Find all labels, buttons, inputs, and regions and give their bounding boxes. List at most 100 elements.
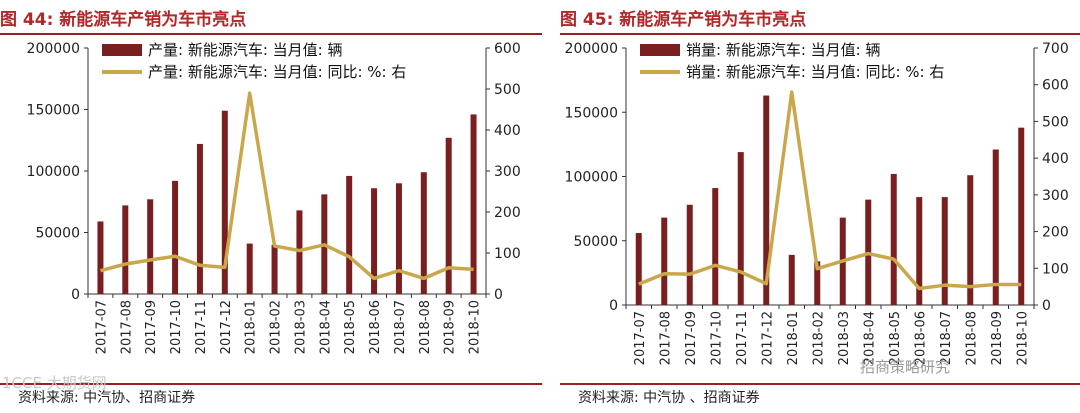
- chart-panel-44: 图 44: 新能源车产销为车市亮点 0 50000 100000 150000 2000…: [0, 10, 542, 406]
- x-tick-label: 2018-02: [269, 300, 284, 354]
- bar: [916, 197, 923, 305]
- y-right-tick-label: 100: [1042, 261, 1069, 277]
- watermark-text: 招商策略研究: [860, 358, 951, 376]
- bar: [470, 114, 477, 294]
- source-note: 资料来源: 中汽协、招商证券: [18, 390, 196, 406]
- y-right-tick-label: 500: [494, 82, 521, 98]
- x-tick-label: 2017-10: [709, 311, 724, 365]
- top-rule: [560, 33, 1080, 35]
- y-left-tick-label: 0: [609, 298, 618, 314]
- bar: [122, 205, 129, 294]
- x-tick-label: 2018-03: [293, 300, 308, 354]
- bar: [967, 175, 974, 305]
- y-left-tick-label: 150000: [565, 105, 618, 121]
- y-left-tick-label: 50000: [35, 226, 80, 242]
- y-left-tick-label: 100000: [27, 164, 80, 180]
- bar: [271, 244, 278, 294]
- y-left-tick-label: 200000: [27, 41, 80, 57]
- bar: [814, 261, 821, 305]
- bar: [992, 149, 999, 305]
- legend-label: 产量: 新能源汽车: 当月值: 同比: %: 右: [148, 63, 406, 81]
- x-tick-label: 2017-08: [119, 300, 134, 354]
- y-right-tick-label: 100: [494, 246, 521, 262]
- x-tick-label: 2017-07: [94, 300, 109, 354]
- x-tick-label: 2018-03: [837, 311, 852, 365]
- y-right-tick-label: 400: [494, 123, 521, 139]
- y-right-tick-label: 300: [1042, 188, 1069, 204]
- x-tick-label: 2017-10: [169, 300, 184, 354]
- bar: [196, 143, 203, 294]
- y-left-tick-label: 0: [71, 287, 80, 303]
- bottom-rule: [0, 383, 542, 385]
- bar: [686, 204, 693, 305]
- bar: [635, 233, 642, 305]
- bar: [221, 110, 228, 294]
- x-tick-label: 2018-10: [468, 300, 483, 354]
- y-right-tick-label: 600: [494, 41, 521, 57]
- chart-panel-45: 图 45: 新能源车产销为车市亮点 0 50000 100000 150000 2000…: [560, 0, 1080, 413]
- bar: [1018, 127, 1025, 305]
- x-tick-label: 2017-12: [219, 300, 234, 354]
- bar: [97, 221, 104, 294]
- x-tick-label: 2018-01: [244, 300, 259, 354]
- x-tick-label: 2018-07: [939, 311, 954, 365]
- figure-title: 图 44: 新能源车产销为车市亮点: [0, 10, 247, 30]
- x-tick-label: 2018-02: [811, 311, 826, 365]
- y-left-tick-label: 200000: [565, 41, 618, 57]
- x-tick-label: 2017-07: [633, 311, 648, 365]
- source-note: 资料来源: 中汽协 、招商证券: [578, 390, 760, 406]
- top-rule: [0, 33, 542, 35]
- bar: [941, 197, 948, 305]
- y-right-tick-label: 700: [1042, 41, 1069, 57]
- bar: [147, 199, 154, 294]
- series-line: [638, 90, 1022, 291]
- x-tick-label: 2018-10: [1015, 311, 1030, 365]
- x-tick-label: 2018-04: [862, 311, 877, 365]
- x-tick-label: 2017-09: [144, 300, 159, 354]
- bar: [445, 137, 452, 294]
- x-tick-label: 2017-11: [735, 311, 750, 365]
- chart-svg-45: 0 50000 100000 150000 200000 0 100 200 300 400 500…: [565, 41, 1069, 365]
- x-tick-label: 2018-06: [368, 300, 383, 354]
- y-right-tick-label: 600: [1042, 78, 1069, 94]
- bar: [737, 152, 744, 305]
- y-right-tick-label: 400: [1042, 151, 1069, 167]
- y-right-tick-label: 500: [1042, 114, 1069, 130]
- x-tick-label: 2018-04: [318, 300, 333, 354]
- x-tick-label: 2018-01: [786, 311, 801, 365]
- bar: [172, 180, 179, 294]
- bar: [246, 243, 253, 294]
- bar: [661, 217, 668, 305]
- legend-swatch-bar: [102, 44, 142, 56]
- bar: [788, 254, 795, 305]
- legend-label: 销量: 新能源汽车: 当月值: 同比: %: 右: [686, 63, 944, 81]
- bar: [890, 173, 897, 305]
- bar: [346, 175, 353, 294]
- bar: [395, 183, 402, 294]
- bar: [763, 95, 770, 305]
- x-tick-label: 2018-05: [888, 311, 903, 365]
- y-right-tick-label: 0: [1042, 298, 1051, 314]
- x-tick-label: 2018-05: [343, 300, 358, 354]
- y-right-tick-label: 200: [494, 205, 521, 221]
- x-tick-label: 2017-11: [194, 300, 209, 354]
- y-left-tick-label: 100000: [565, 170, 618, 186]
- legend-label: 销量: 新能源汽车: 当月值: 辆: [686, 41, 880, 59]
- bar: [420, 172, 427, 294]
- series-line: [99, 91, 474, 281]
- y-left-tick-label: 50000: [573, 234, 618, 250]
- bar: [371, 188, 378, 294]
- chart-svg-44: 0 50000 100000 150000 200000 0 100 200 300 400 500…: [27, 41, 521, 354]
- x-tick-label: 2017-12: [760, 311, 775, 365]
- watermark-text: 1CCE 大期货网: [2, 374, 107, 392]
- y-right-tick-label: 300: [494, 164, 521, 180]
- x-tick-label: 2018-07: [393, 300, 408, 354]
- x-tick-label: 2017-09: [684, 311, 699, 365]
- bottom-rule: [560, 383, 1080, 385]
- x-tick-label: 2018-09: [443, 300, 458, 354]
- y-left-tick-label: 150000: [27, 103, 80, 119]
- y-right-tick-label: 0: [494, 287, 503, 303]
- x-tick-label: 2018-08: [964, 311, 979, 365]
- legend-label: 产量: 新能源汽车: 当月值: 辆: [148, 41, 342, 59]
- x-tick-label: 2017-08: [658, 311, 673, 365]
